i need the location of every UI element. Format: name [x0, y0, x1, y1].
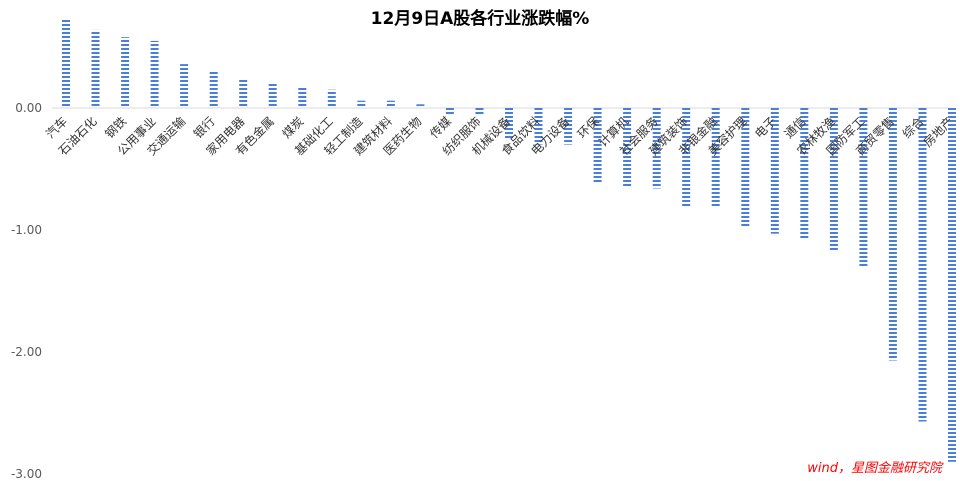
bar: [652, 108, 661, 189]
bar: [445, 108, 454, 115]
bar: [918, 108, 927, 422]
y-tick-label: -1.00: [11, 223, 42, 237]
bar: [327, 89, 336, 108]
bar: [239, 78, 248, 108]
bar: [209, 71, 218, 108]
bar: [121, 37, 130, 109]
bar: [741, 108, 750, 228]
bar: [564, 108, 573, 145]
bar: [357, 100, 366, 108]
bar: [534, 108, 543, 145]
bar: [505, 108, 513, 139]
bar: [888, 108, 897, 361]
bar: [593, 108, 602, 184]
y-tick-label: 0.00: [15, 101, 42, 115]
bar: [682, 108, 691, 208]
y-tick-label: -2.00: [11, 345, 42, 359]
source-note: wind，星图金融研究院: [807, 460, 944, 476]
chart-title: 12月9日A股各行业涨跌幅%: [371, 8, 590, 29]
bar: [948, 108, 956, 462]
bar: [91, 29, 100, 108]
bar: [268, 83, 277, 108]
y-tick-label: -3.00: [11, 467, 42, 481]
bar: [416, 104, 425, 108]
bar: [800, 108, 809, 239]
bar: [475, 108, 484, 115]
bar: [298, 86, 307, 108]
bar: [859, 108, 868, 268]
bars-group: [62, 18, 956, 462]
bar: [386, 100, 395, 108]
bar: [150, 40, 159, 108]
bar: [623, 108, 632, 187]
bar: [770, 108, 779, 234]
bar: [829, 108, 838, 252]
bar: [180, 64, 189, 108]
bar: [62, 18, 70, 108]
y-axis: 0.00 -1.00 -2.00 -3.00: [11, 101, 42, 481]
bar: [711, 108, 720, 208]
